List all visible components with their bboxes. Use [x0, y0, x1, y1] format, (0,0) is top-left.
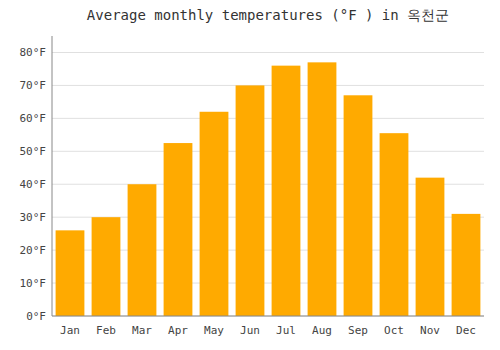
bar [236, 85, 265, 316]
bars [56, 62, 481, 316]
y-tick-label: 10°F [20, 277, 47, 290]
grid-line [52, 52, 484, 53]
x-tick-label: Dec [456, 324, 476, 337]
bar [308, 62, 337, 316]
grid-line [52, 118, 484, 119]
bar [200, 112, 229, 316]
bar [416, 178, 445, 316]
x-tick-label: May [204, 324, 224, 337]
x-tick-label: Sep [348, 324, 368, 337]
x-tick-label: Apr [168, 324, 188, 337]
chart: Average monthly temperatures (°F ) in 옥천… [0, 0, 500, 350]
bar [56, 230, 85, 316]
title: Average monthly temperatures (°F ) in 옥천… [87, 7, 449, 23]
chart-container: Average monthly temperatures (°F ) in 옥천… [0, 0, 500, 350]
grid-line [52, 85, 484, 86]
y-tick-label: 50°F [20, 145, 47, 158]
y-tick-label: 20°F [20, 244, 47, 257]
x-tick-label: Oct [384, 324, 404, 337]
bar [380, 133, 409, 316]
x-tick-label: Jan [60, 324, 80, 337]
x-tick-label: Nov [420, 324, 440, 337]
bar [164, 143, 193, 316]
y-tick-label: 0°F [26, 310, 46, 323]
x-axis: Jan Feb Mar Apr May Jun Jul Aug Sep Oct Nov Dec [60, 324, 476, 337]
bar [92, 217, 121, 316]
y-tick-label: 80°F [20, 46, 47, 59]
x-tick-label: Aug [312, 324, 332, 337]
bar [344, 95, 373, 316]
y-tick-label: 30°F [20, 211, 47, 224]
x-tick-label: Jul [276, 324, 296, 337]
grid-line [52, 316, 484, 317]
x-tick-label: Jun [240, 324, 260, 337]
y-tick-label: 70°F [20, 79, 47, 92]
x-axis-line [52, 316, 484, 317]
y-axis: 0°F 10°F 20°F 30°F 40°F 50°F 60°F 70°F 80°F [20, 46, 485, 323]
bar [272, 66, 301, 316]
y-tick-label: 40°F [20, 178, 47, 191]
bar [452, 214, 481, 316]
x-tick-label: Mar [132, 324, 152, 337]
grid-line [52, 151, 484, 152]
y-tick-label: 60°F [20, 112, 47, 125]
y-axis-line [52, 36, 53, 316]
x-tick-label: Feb [96, 324, 116, 337]
bar [128, 184, 157, 316]
